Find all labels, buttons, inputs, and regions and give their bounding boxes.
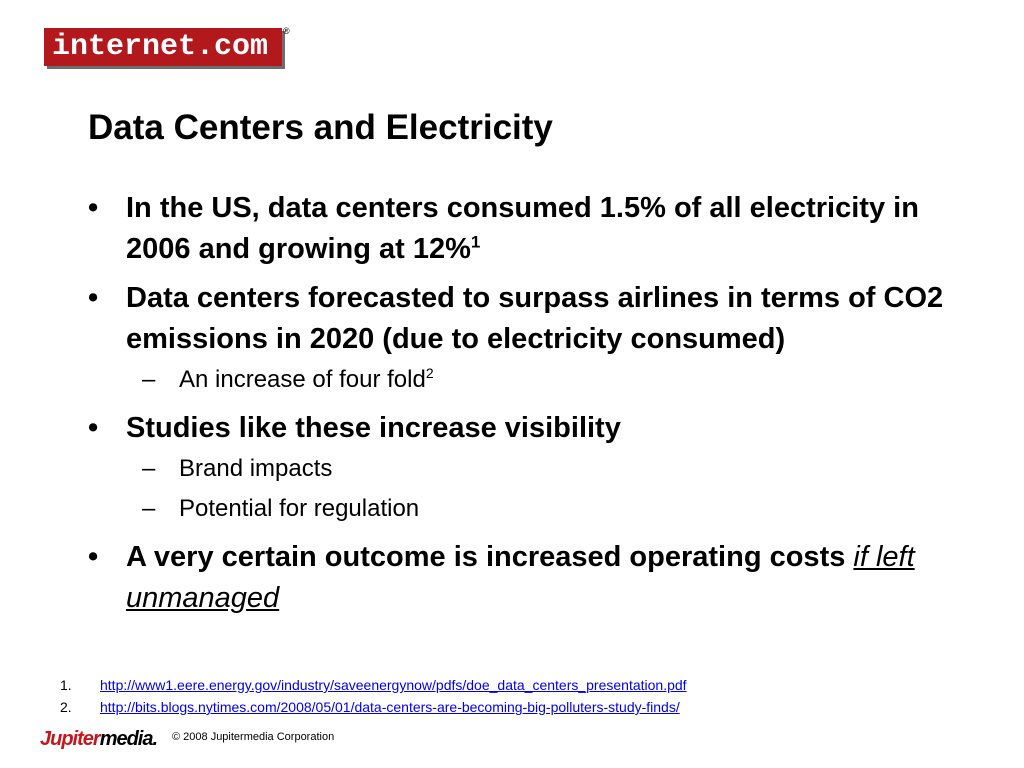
bullet-item: • A very certain outcome is increased ope… — [88, 537, 968, 619]
logo-suffix: .com — [196, 30, 269, 64]
sub-bullet-item: – Brand impacts — [134, 449, 968, 489]
brand-second: media — [99, 728, 154, 750]
bullet-list: • In the US, data centers consumed 1.5% o… — [88, 188, 968, 627]
brand-mark: . — [152, 728, 158, 750]
sub-bullet-list: – Brand impacts – Potential for regulation — [126, 449, 968, 529]
footnote-item: 1. http://www1.eere.energy.gov/industry/s… — [60, 674, 687, 696]
registered-mark: ® — [283, 26, 290, 36]
emphasis-text: if left unmanaged — [126, 541, 915, 614]
logo-main: internet — [52, 30, 197, 64]
copyright-text: © 2008 Jupitermedia Corporation — [172, 731, 335, 743]
footnote-ref: 1 — [470, 232, 481, 252]
internet-com-logo: internet.com — [44, 28, 282, 68]
sub-bullet-list: – An increase of four fold2 — [126, 360, 968, 400]
bullet-marker: • — [88, 192, 99, 224]
sub-bullet-marker: – — [142, 366, 156, 393]
footnote-link[interactable]: http://bits.blogs.nytimes.com/2008/05/01… — [100, 699, 680, 715]
bullet-marker: • — [88, 541, 99, 573]
slide-title: Data Centers and Electricity — [88, 108, 553, 147]
bullet-item: • Data centers forecasted to surpass airl… — [88, 278, 968, 400]
bullet-text: In the US, data centers consumed 1.5% of… — [126, 192, 919, 265]
bullet-text: Data centers forecasted to surpass airli… — [126, 282, 944, 355]
jupitermedia-logo: Jupitermedia. — [40, 728, 158, 750]
sub-bullet-text: An increase of four fold — [179, 366, 426, 393]
bullet-marker: • — [88, 282, 99, 314]
bullet-item: • In the US, data centers consumed 1.5% o… — [88, 188, 968, 270]
bullet-text: Studies like these increase visibility — [126, 412, 621, 444]
sub-bullet-text: Brand impacts — [179, 455, 333, 482]
footnote-link[interactable]: http://www1.eere.energy.gov/industry/sav… — [100, 677, 687, 693]
sub-bullet-item: – An increase of four fold2 — [134, 360, 968, 400]
footnote-item: 2. http://bits.blogs.nytimes.com/2008/05/… — [60, 696, 687, 718]
bullet-item: • Studies like these increase visibility … — [88, 408, 968, 529]
sub-bullet-marker: – — [142, 455, 156, 482]
brand-first: Jupiter — [40, 728, 101, 750]
logo-background — [44, 28, 282, 66]
footnote-list: 1. http://www1.eere.energy.gov/industry/s… — [60, 674, 687, 718]
sub-bullet-item: – Potential for regulation — [134, 489, 968, 529]
sub-bullet-marker: – — [142, 495, 156, 522]
bullet-marker: • — [88, 412, 99, 444]
footnote-number: 2. — [60, 699, 72, 715]
sub-bullet-text: Potential for regulation — [179, 495, 420, 522]
logo-text: internet.com — [52, 30, 268, 64]
footnote-number: 1. — [60, 677, 72, 693]
footnote-ref: 2 — [425, 365, 434, 381]
bullet-text: A very certain outcome is increased oper… — [126, 541, 854, 573]
